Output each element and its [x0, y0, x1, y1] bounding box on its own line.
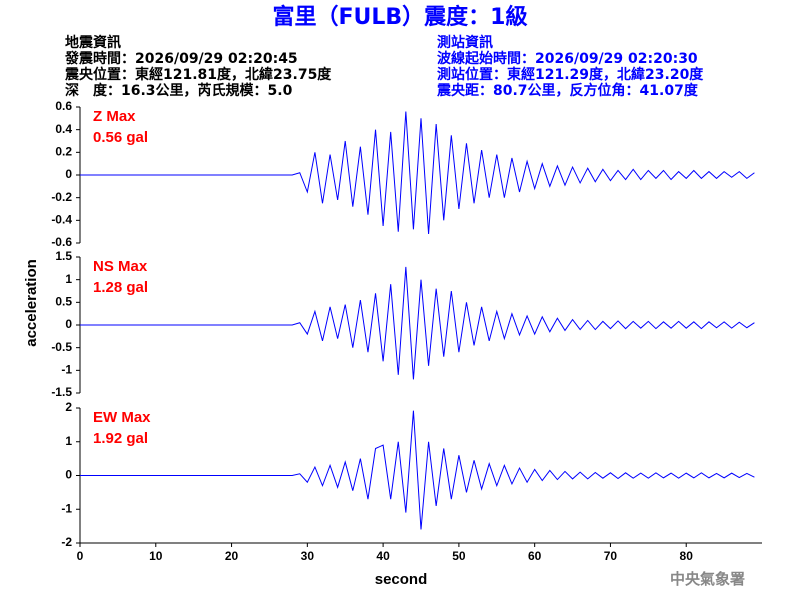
y-tick-label: 0 — [65, 167, 72, 181]
y-tick-label: -1.5 — [51, 385, 72, 399]
waveform — [80, 111, 755, 234]
y-tick-label: 1 — [65, 272, 72, 286]
info-line: 測站位置：東經121.29度，北緯23.20度 — [437, 66, 704, 83]
y-tick-label: -0.6 — [51, 235, 72, 249]
info-line: 震央位置：東經121.81度，北緯23.75度 — [64, 66, 332, 83]
x-tick-label: 80 — [680, 549, 694, 563]
y-tick-label: -1 — [61, 363, 72, 377]
y-tick-label: 0.4 — [55, 122, 72, 136]
y-tick-label: -1 — [61, 501, 72, 515]
footer: 中央氣象署 — [670, 570, 745, 588]
waveform — [80, 266, 755, 380]
annotation: Z Max — [93, 108, 136, 125]
x-tick-label: 70 — [604, 549, 618, 563]
y-tick-label: 0.2 — [55, 145, 72, 159]
annotation: EW Max — [93, 409, 151, 426]
y-tick-label: 1 — [65, 434, 72, 448]
info-line: 震央距：80.7公里，反方位角：41.07度 — [436, 82, 699, 99]
annotation: 1.28 gal — [93, 279, 148, 296]
annotation: 0.56 gal — [93, 129, 148, 146]
info-line: 深 度：16.3公里，芮氏規模：5.0 — [65, 82, 293, 99]
chart-title: 富里（FULB）震度：1級 — [273, 4, 528, 30]
x-tick-label: 0 — [77, 549, 84, 563]
y-tick-label: 0.6 — [55, 99, 72, 113]
x-tick-label: 10 — [149, 549, 163, 563]
y-tick-label: 2 — [65, 400, 72, 414]
x-tick-label: 50 — [452, 549, 466, 563]
y-axis-label: acceleration — [23, 259, 40, 347]
y-tick-label: -0.4 — [51, 213, 72, 227]
y-tick-label: 1.5 — [55, 249, 72, 263]
x-tick-label: 30 — [301, 549, 315, 563]
info-line: 地震資訊 — [65, 34, 121, 51]
info-line: 發震時間：2026/09/29 02:20:45 — [64, 50, 298, 67]
y-tick-label: -0.2 — [51, 190, 72, 204]
x-tick-label: 60 — [528, 549, 542, 563]
x-axis-label: second — [375, 571, 428, 588]
y-tick-label: 0.5 — [55, 295, 72, 309]
waveform — [80, 410, 755, 530]
y-tick-label: 0 — [65, 468, 72, 482]
x-tick-label: 40 — [376, 549, 390, 563]
info-line: 波線起始時間：2026/09/29 02:20:30 — [437, 50, 698, 67]
y-tick-label: -0.5 — [51, 340, 72, 354]
annotation: 1.92 gal — [93, 430, 148, 447]
info-line: 測站資訊 — [437, 34, 493, 51]
y-tick-label: -2 — [61, 535, 72, 549]
y-tick-label: 0 — [65, 317, 72, 331]
annotation: NS Max — [93, 258, 148, 275]
x-tick-label: 20 — [225, 549, 239, 563]
